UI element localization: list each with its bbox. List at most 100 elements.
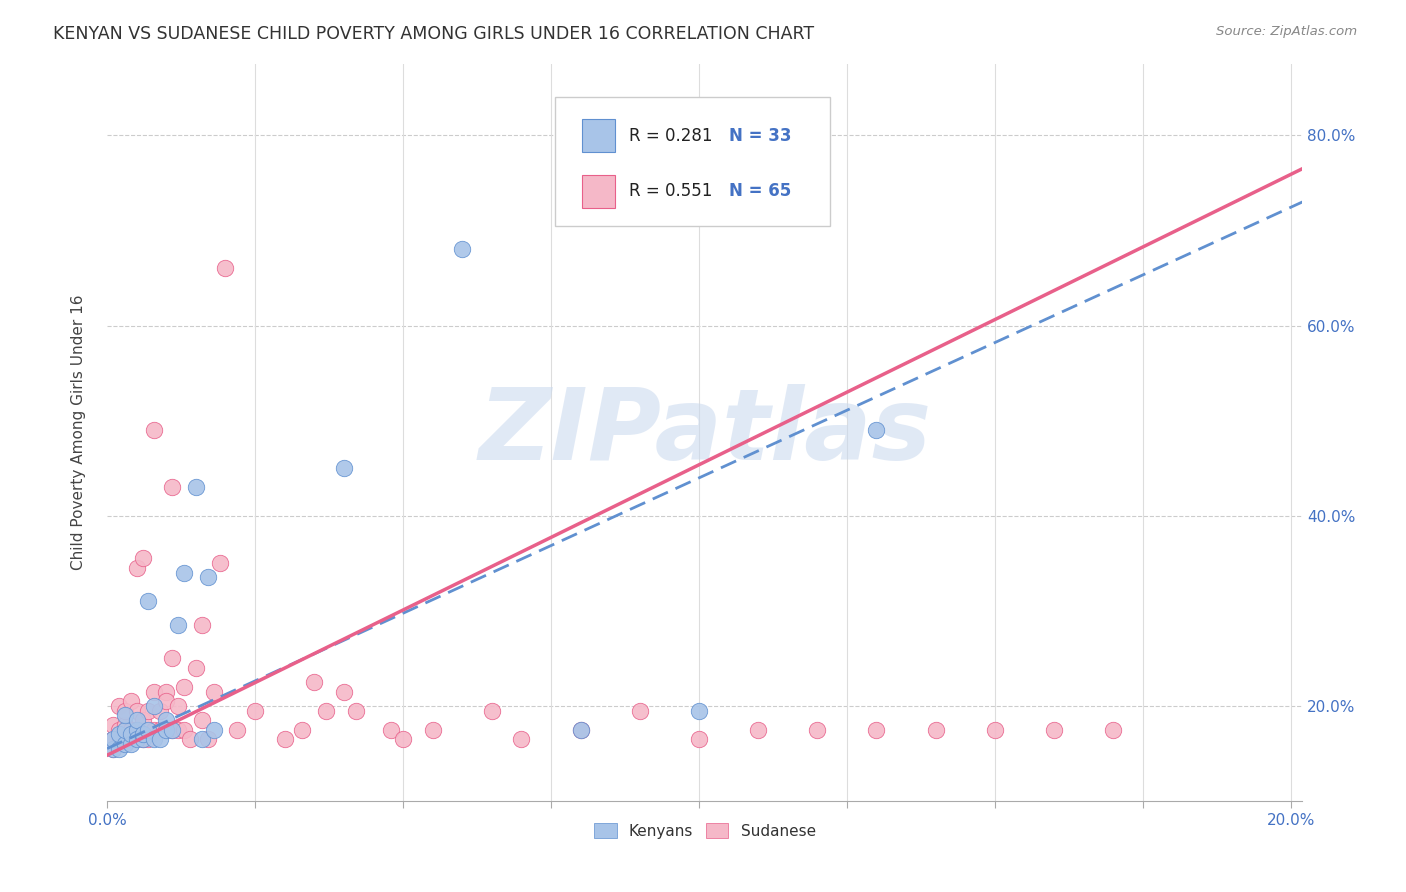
Point (120, 727, 142, 741)
Point (125, 561, 148, 575)
Point (101, 718, 124, 732)
Point (114, 718, 136, 732)
Point (125, 723, 148, 737)
Point (155, 684, 177, 698)
Point (190, 713, 212, 727)
Point (422, 723, 444, 737)
Y-axis label: Child Poverty Among Girls Under 16: Child Poverty Among Girls Under 16 (72, 294, 86, 570)
Point (924, 723, 946, 737)
Text: N = 33: N = 33 (728, 127, 792, 145)
Point (569, 723, 592, 737)
Point (125, 723, 148, 737)
Point (131, 732, 153, 747)
Point (173, 680, 195, 694)
Point (747, 723, 769, 737)
Point (143, 723, 166, 737)
Point (143, 684, 166, 698)
Point (451, 243, 474, 257)
Point (688, 704, 710, 718)
Point (179, 732, 201, 747)
Point (143, 423, 166, 437)
Point (173, 723, 195, 737)
Point (184, 480, 207, 494)
Text: Source: ZipAtlas.com: Source: ZipAtlas.com (1216, 25, 1357, 38)
Point (190, 732, 212, 747)
Point (291, 723, 314, 737)
Point (197, 732, 219, 747)
Text: R = 0.551: R = 0.551 (630, 182, 713, 200)
Point (1043, 723, 1066, 737)
Point (315, 704, 337, 718)
Point (125, 732, 148, 747)
Point (202, 723, 225, 737)
Text: KENYAN VS SUDANESE CHILD POVERTY AMONG GIRLS UNDER 16 CORRELATION CHART: KENYAN VS SUDANESE CHILD POVERTY AMONG G… (53, 25, 814, 43)
Point (226, 723, 249, 737)
Point (333, 684, 356, 698)
Point (149, 732, 172, 747)
Point (101, 741, 124, 756)
Point (114, 708, 136, 723)
FancyBboxPatch shape (582, 175, 614, 208)
Point (120, 723, 142, 737)
Point (138, 723, 160, 737)
Point (806, 723, 828, 737)
Point (333, 461, 356, 475)
Text: ZIPatlas: ZIPatlas (478, 384, 931, 481)
Point (190, 618, 212, 632)
Point (114, 704, 136, 718)
Point (149, 723, 172, 737)
Point (114, 723, 136, 737)
Point (108, 727, 131, 741)
Point (197, 570, 219, 584)
Point (101, 732, 124, 747)
Point (131, 727, 153, 741)
Point (101, 732, 124, 747)
Point (131, 551, 153, 566)
Text: R = 0.281: R = 0.281 (630, 127, 713, 145)
Point (208, 556, 231, 570)
Point (108, 698, 131, 713)
Point (865, 723, 887, 737)
Point (131, 713, 153, 727)
Point (344, 704, 367, 718)
Point (184, 661, 207, 675)
Point (149, 704, 172, 718)
Point (125, 704, 148, 718)
Point (108, 723, 131, 737)
Point (155, 723, 177, 737)
Point (138, 594, 160, 608)
Point (138, 732, 160, 747)
Point (114, 737, 136, 751)
Point (688, 732, 710, 747)
Point (167, 618, 190, 632)
Point (160, 723, 183, 737)
Point (167, 698, 190, 713)
Point (380, 723, 402, 737)
Point (108, 737, 131, 751)
Point (173, 566, 195, 580)
Point (143, 698, 166, 713)
Point (510, 732, 533, 747)
FancyBboxPatch shape (555, 97, 831, 227)
Point (243, 704, 266, 718)
Point (392, 732, 415, 747)
Legend: Kenyans, Sudanese: Kenyans, Sudanese (588, 816, 823, 845)
Point (160, 480, 183, 494)
Point (214, 261, 236, 276)
Text: N = 65: N = 65 (728, 182, 792, 200)
Point (155, 713, 177, 727)
Point (125, 713, 148, 727)
Point (481, 704, 503, 718)
Point (160, 651, 183, 665)
Point (569, 723, 592, 737)
Point (202, 684, 225, 698)
Point (865, 423, 887, 437)
Point (120, 737, 142, 751)
Point (273, 732, 295, 747)
Point (628, 704, 651, 718)
Point (143, 732, 166, 747)
Point (131, 732, 153, 747)
Point (101, 741, 124, 756)
Point (138, 704, 160, 718)
Point (167, 723, 190, 737)
